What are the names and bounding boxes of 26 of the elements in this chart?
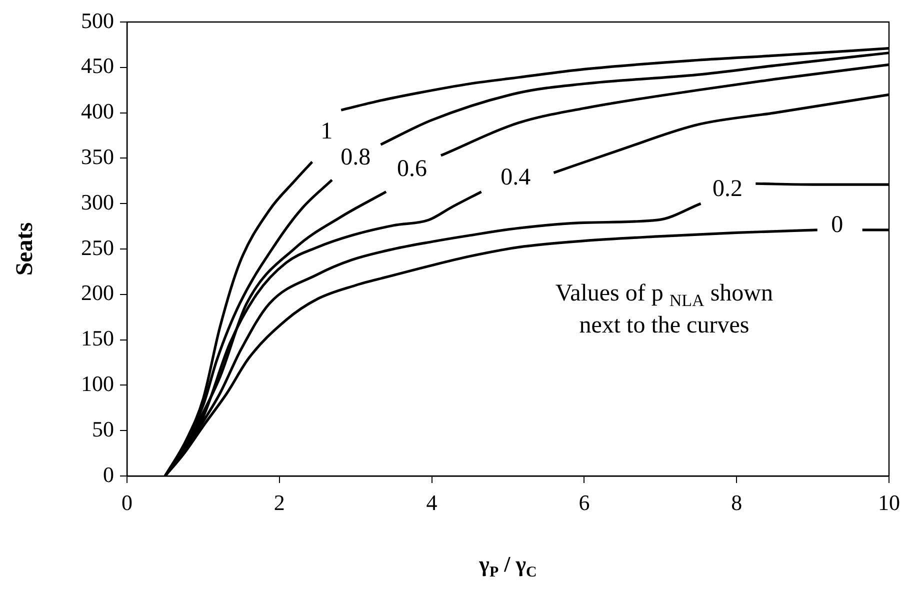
series-label: 0.6 [396, 156, 427, 182]
annotation: next to the curves [579, 312, 750, 339]
y-axis-title: Seats [12, 222, 38, 276]
x-tick-label: 2 [274, 490, 285, 515]
x-tick-label: 8 [731, 490, 742, 515]
series-label: 1 [320, 118, 333, 144]
y-tick-label: 250 [81, 234, 114, 260]
x-tick-label: 4 [426, 490, 438, 515]
x-tick-label: 0 [122, 490, 132, 515]
y-tick-label: 500 [81, 8, 114, 33]
y-tick-label: 350 [81, 144, 114, 169]
y-tick-label: 200 [81, 280, 114, 306]
y-tick-label: 0 [103, 462, 114, 487]
y-tick-label: 400 [81, 98, 114, 124]
series-label: 0.8 [340, 144, 371, 171]
series-label: 0 [831, 212, 844, 238]
annotation: Values of p NLA shown [555, 280, 774, 310]
y-tick-label: 100 [81, 370, 114, 396]
series-label: 0.2 [712, 176, 742, 202]
series-label: 0.4 [500, 164, 531, 191]
x-tick-label: 6 [578, 490, 590, 515]
x-tick-label: 10 [878, 490, 900, 515]
y-tick-label: 450 [81, 53, 114, 78]
y-tick-label: 150 [81, 326, 114, 351]
y-tick-label: 300 [81, 189, 114, 214]
y-tick-label: 50 [92, 416, 114, 442]
